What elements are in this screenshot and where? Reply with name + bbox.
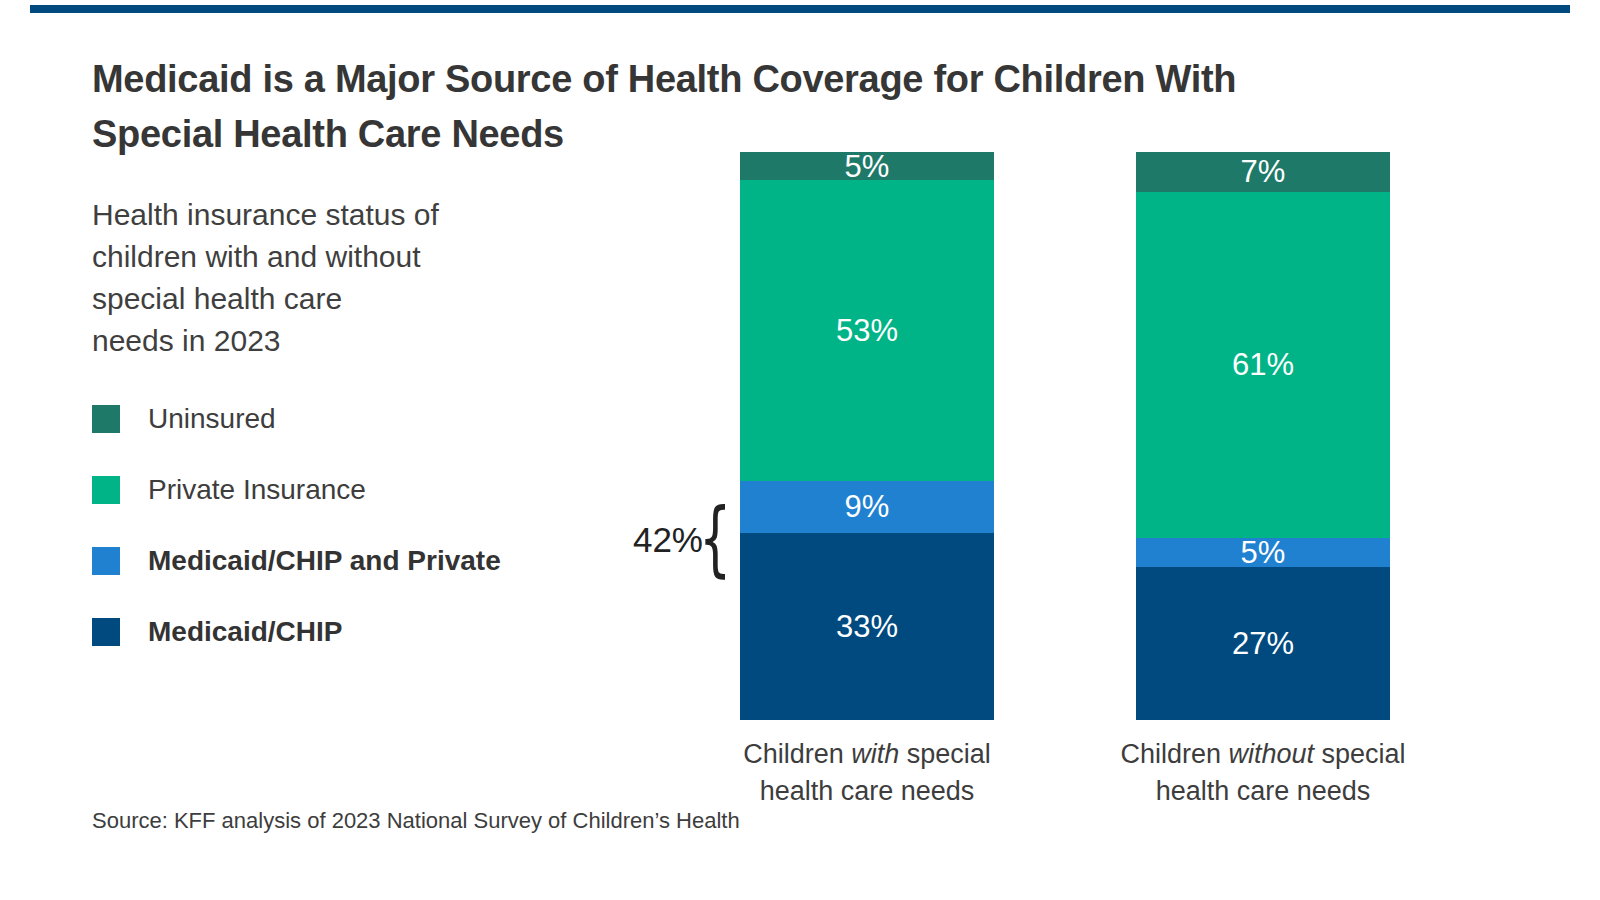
chart-title-line2: Special Health Care Needs [92,107,1236,162]
chart-title-line1: Medicaid is a Major Source of Health Cov… [92,52,1236,107]
chart-subtitle-line3: special health care [92,278,439,320]
legend-label: Private Insurance [148,474,366,506]
segment-uninsured: 5% [740,152,994,180]
segment-value-label: 33% [836,611,898,642]
curly-brace-annotation: { [699,494,731,582]
segment-value-label: 5% [845,151,890,182]
segment-medicaid-chip-and-private: 5% [1136,538,1390,566]
stacked-bar-with-special-needs: 5% 53% 9% 33% [740,152,994,720]
chart-figure: Medicaid is a Major Source of Health Cov… [0,0,1600,900]
segment-value-label: 5% [1241,537,1286,568]
legend-swatch-icon [92,618,120,646]
segment-value-label: 9% [845,491,890,522]
legend-swatch-icon [92,547,120,575]
legend-label: Medicaid/CHIP [148,616,342,648]
segment-value-label: 27% [1232,628,1294,659]
segment-uninsured: 7% [1136,152,1390,192]
segment-medicaid-chip: 33% [740,533,994,720]
chart-subtitle-line2: children with and without [92,236,439,278]
segment-value-label: 53% [836,315,898,346]
legend-item-medicaid-chip-and-private: Medicaid/CHIP and Private [92,547,501,575]
chart-subtitle: Health insurance status of children with… [92,194,439,362]
legend-item-private-insurance: Private Insurance [92,476,501,504]
top-accent-rule [30,5,1570,13]
legend-item-medicaid-chip: Medicaid/CHIP [92,618,501,646]
legend-swatch-icon [92,405,120,433]
stacked-bar-without-special-needs: 7% 61% 5% 27% [1136,152,1390,720]
legend-swatch-icon [92,476,120,504]
segment-value-label: 7% [1241,156,1286,187]
segment-private-insurance: 53% [740,180,994,481]
chart-subtitle-line1: Health insurance status of [92,194,439,236]
legend-item-uninsured: Uninsured [92,405,501,433]
category-label-without-special-needs: Children without specialhealth care need… [1053,736,1473,810]
combined-medicaid-annotation-value: 42% [600,520,703,560]
legend-label: Uninsured [148,403,276,435]
segment-value-label: 61% [1232,349,1294,380]
category-label-with-special-needs: Children with specialhealth care needs [657,736,1077,810]
segment-private-insurance: 61% [1136,192,1390,538]
chart-subtitle-line4: needs in 2023 [92,320,439,362]
chart-title: Medicaid is a Major Source of Health Cov… [92,52,1236,162]
source-note: Source: KFF analysis of 2023 National Su… [92,808,740,834]
segment-medicaid-chip-and-private: 9% [740,481,994,532]
legend-label: Medicaid/CHIP and Private [148,545,501,577]
legend: Uninsured Private Insurance Medicaid/CHIP … [92,405,501,646]
segment-medicaid-chip: 27% [1136,567,1390,720]
